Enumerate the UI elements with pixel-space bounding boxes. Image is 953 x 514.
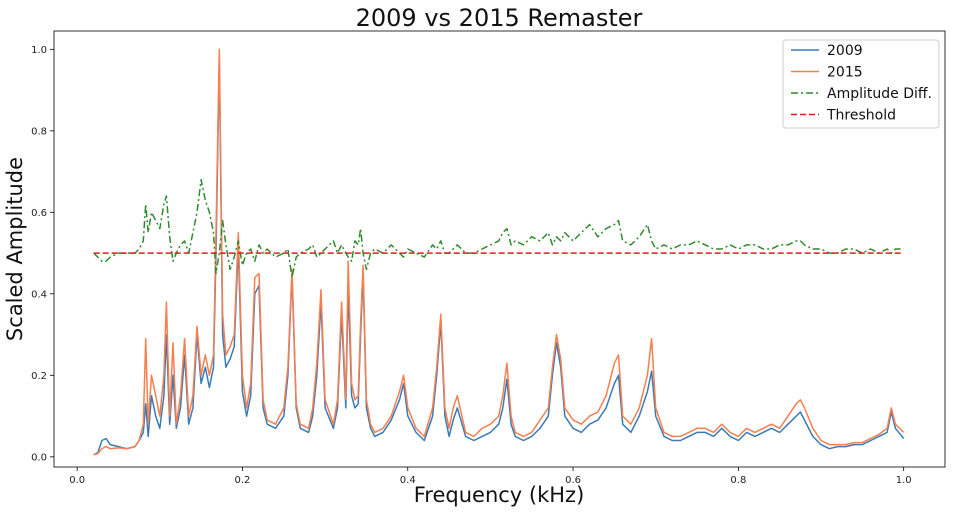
series-line-amplitude-diff: [93, 178, 904, 279]
legend-label: Amplitude Diff.: [827, 86, 932, 102]
legend-label: Threshold: [826, 108, 896, 124]
y-axis-label: Scaled Amplitude: [3, 157, 27, 341]
x-tick-label: 0.6: [565, 475, 581, 486]
x-axis-label: Frequency (kHz): [414, 483, 585, 507]
legend: 2009 2015 Amplitude Diff. Threshold: [782, 39, 940, 129]
x-tick-label: 0.2: [234, 475, 250, 486]
y-tick-label: 1.0: [31, 45, 47, 56]
y-tick-label: 0.4: [31, 289, 47, 300]
y-tick-label: 0.6: [31, 208, 47, 219]
y-tick-label: 0.0: [31, 452, 47, 463]
series-line-2015: [93, 48, 905, 456]
axis-ticks: 0.0 0.2 0.4 0.6 0.8 1.0 0.0 0.2 0.4 0.6 0.8 1.0: [31, 45, 912, 486]
x-tick-label: 0.0: [69, 475, 85, 486]
x-tick-label: 0.4: [400, 475, 416, 486]
legend-label: 2015: [827, 65, 863, 81]
x-tick-label: 0.8: [730, 475, 746, 486]
x-tick-label: 1.0: [896, 475, 912, 486]
y-tick-label: 0.8: [31, 126, 47, 137]
legend-label: 2009: [827, 43, 863, 59]
series-lines: [93, 48, 905, 456]
legend-items: 2009 2015 Amplitude Diff. Threshold: [791, 43, 932, 124]
chart-title: 2009 vs 2015 Remaster: [356, 4, 643, 32]
legend-box: [782, 39, 940, 129]
y-tick-label: 0.2: [31, 371, 47, 382]
